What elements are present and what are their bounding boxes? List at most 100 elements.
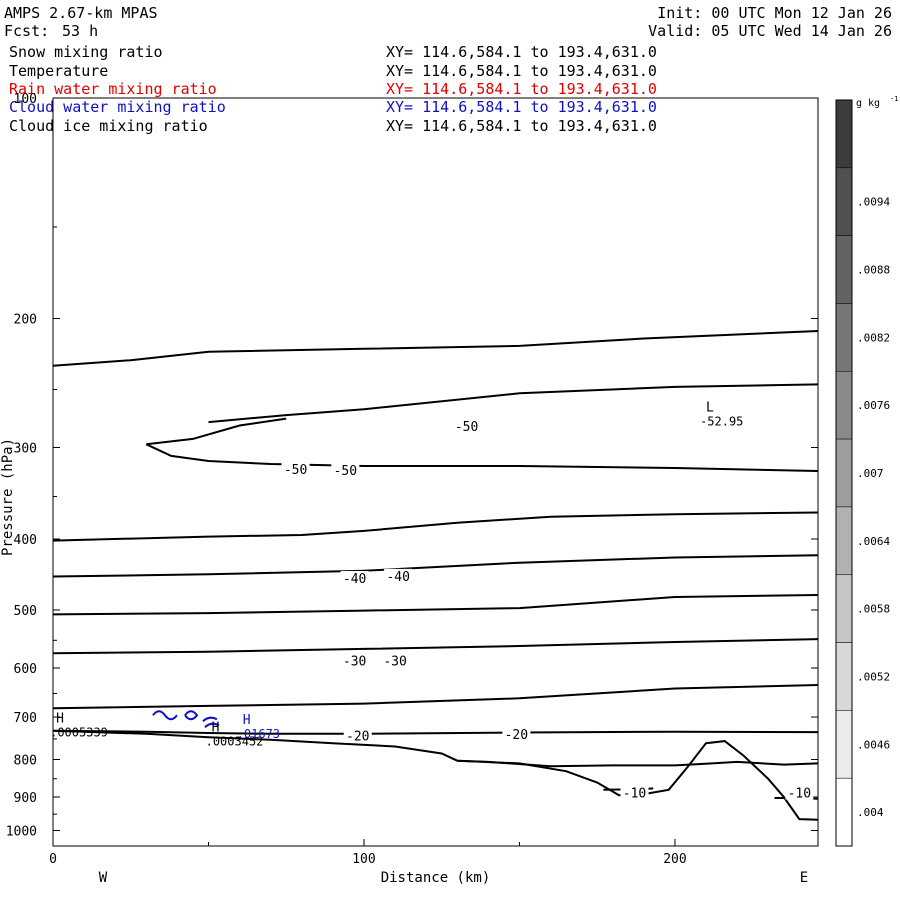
extremum-value: .01673	[237, 727, 280, 741]
contour-label: -40	[343, 572, 366, 587]
east-label: E	[800, 870, 808, 886]
y-axis-label: Pressure (hPa)	[0, 438, 16, 556]
extremum-value: -52.95	[700, 415, 743, 429]
cloud-water-contour	[152, 710, 220, 729]
contour-label-bg	[281, 461, 310, 476]
y-top-label: 100	[14, 92, 37, 107]
colorbar-tick-label: .004	[857, 806, 884, 819]
y-tick-label: 500	[14, 604, 37, 619]
colorbar-tick-label: .0088	[857, 264, 890, 277]
field-xy-cloud-water: XY= 114.6,584.1 to 193.4,631.0	[386, 98, 657, 116]
init-time: Init: 00 UTC Mon 12 Jan 26	[657, 4, 892, 22]
contour-label: -10	[623, 786, 646, 801]
contour-label: -40	[386, 570, 409, 585]
x-axis-label: Distance (km)	[381, 870, 491, 886]
field-name-cloud-water: Cloud water mixing ratio	[9, 98, 226, 116]
y-tick-label: 700	[14, 711, 37, 726]
isotherm-line	[145, 443, 819, 472]
contour-label: -30	[343, 655, 366, 670]
x-tick-label: 0	[49, 852, 57, 867]
isotherm-line	[52, 684, 819, 710]
field-xy-cloud-ice: XY= 114.6,584.1 to 193.4,631.0	[386, 117, 657, 135]
y-tick-label: 300	[14, 441, 37, 456]
colorbar-segment	[835, 438, 853, 508]
isotherm-line	[146, 417, 287, 446]
colorbar-segment	[835, 99, 853, 169]
terrain-line	[52, 729, 819, 821]
extremum-value: .0005339	[50, 725, 108, 739]
contour-label-bg	[343, 728, 372, 743]
contour-label: -10	[788, 786, 811, 801]
contour-label: -50	[334, 464, 357, 479]
isotherm-line	[52, 729, 819, 735]
colorbar-tick-label: .0094	[857, 196, 890, 209]
colorbar-tick-label: .0064	[857, 535, 890, 548]
contour-label-bg	[452, 418, 481, 433]
extremum-marker: H	[243, 713, 251, 728]
colorbar-tick-label: .0058	[857, 603, 890, 616]
colorbar-frame	[835, 99, 853, 847]
isotherm-line	[52, 554, 819, 578]
isotherm-line	[52, 594, 819, 616]
contour-label-bg	[340, 653, 369, 668]
contour-label: -30	[383, 655, 406, 670]
y-tick-label: 1000	[6, 824, 37, 839]
y-tick-label: 900	[14, 791, 37, 806]
colorbar-tick-label: .0046	[857, 738, 890, 751]
plot-frame	[52, 97, 819, 847]
field-xy-rain: XY= 114.6,584.1 to 193.4,631.0	[386, 80, 657, 98]
y-tick-label: 800	[14, 753, 37, 768]
colorbar-unit: g kg	[856, 98, 880, 109]
colorbar-unit-exponent: -1	[890, 95, 898, 103]
colorbar: .0094 .0088 .0082 .0076 .007 .0064 .0058 .0052.…	[835, 95, 898, 847]
colorbar-tick-label: .0052	[857, 670, 890, 683]
field-xy-snow: XY= 114.6,584.1 to 193.4,631.0	[386, 43, 657, 61]
contour-label: -50	[455, 420, 478, 435]
contour-label-bg	[381, 653, 410, 668]
model-title: AMPS 2.67-km MPAS	[4, 4, 158, 22]
colorbar-tick-label: .007	[857, 467, 884, 480]
contour-label-bg	[384, 568, 413, 583]
field-name-rain: Rain water mixing ratio	[9, 80, 217, 98]
contour-label: -20	[346, 730, 369, 745]
field-name-snow: Snow mixing ratio	[9, 43, 163, 61]
extremum-marker: L	[706, 401, 714, 416]
contour-label-bg	[331, 462, 360, 477]
y-tick-label: 600	[14, 662, 37, 677]
colorbar-segment	[835, 506, 853, 575]
contour-label: -50	[284, 463, 307, 478]
isotherm-line	[52, 330, 819, 367]
x-tick-label: 100	[352, 852, 375, 867]
field-name-temperature: Temperature	[9, 62, 109, 80]
contour-label: -20	[505, 728, 528, 743]
field-name-cloud-ice: Cloud ice mixing ratio	[9, 117, 208, 135]
extremum-marker: H	[212, 721, 220, 736]
extremum-value: .0003452	[206, 735, 264, 749]
extremum-marker: H	[56, 711, 64, 726]
west-label: W	[99, 870, 108, 886]
contour-label-bg	[340, 570, 369, 585]
valid-time: Valid: 05 UTC Wed 14 Jan 26	[648, 22, 892, 40]
isotherm-line	[52, 638, 819, 655]
contour-label-bg	[620, 785, 649, 800]
colorbar-segment	[835, 777, 853, 847]
colorbar-tick-label: .0076	[857, 399, 890, 412]
colorbar-segment	[835, 235, 853, 304]
colorbar-segment	[835, 371, 853, 440]
colorbar-segment	[835, 574, 853, 643]
isotherm-line	[208, 383, 819, 424]
x-tick-label: 200	[663, 852, 686, 867]
contour-label-bg	[502, 726, 531, 741]
colorbar-segment	[835, 710, 853, 779]
y-tick-label: 200	[14, 312, 37, 327]
isotherm-line	[52, 511, 819, 542]
colorbar-segment	[835, 167, 853, 236]
colorbar-tick-label: .0082	[857, 331, 890, 344]
field-xy-temperature: XY= 114.6,584.1 to 193.4,631.0	[386, 62, 657, 80]
forecast-hours: 53 h	[62, 22, 99, 40]
colorbar-segment	[835, 303, 853, 372]
forecast-label: Fcst:	[4, 22, 50, 40]
y-tick-label: 400	[14, 533, 37, 548]
colorbar-segment	[835, 642, 853, 711]
